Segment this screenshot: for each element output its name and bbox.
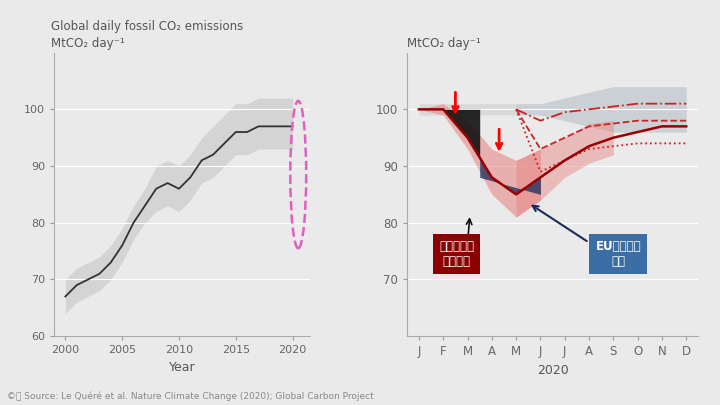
Text: ©ⓘ Source: Le Quéré et al. Nature Climate Change (2020); Global Carbon Project: ©ⓘ Source: Le Quéré et al. Nature Climat… [7, 392, 374, 401]
Text: EUへの感染
拡大: EUへの感染 拡大 [595, 240, 641, 268]
Text: MtCO₂ day⁻¹: MtCO₂ day⁻¹ [407, 37, 480, 50]
X-axis label: 2020: 2020 [536, 364, 569, 377]
Text: 中国のロッ
クダウン: 中国のロッ クダウン [439, 240, 474, 268]
X-axis label: Year: Year [168, 361, 195, 374]
Text: Global daily fossil CO₂ emissions
MtCO₂ day⁻¹: Global daily fossil CO₂ emissions MtCO₂ … [51, 20, 243, 50]
